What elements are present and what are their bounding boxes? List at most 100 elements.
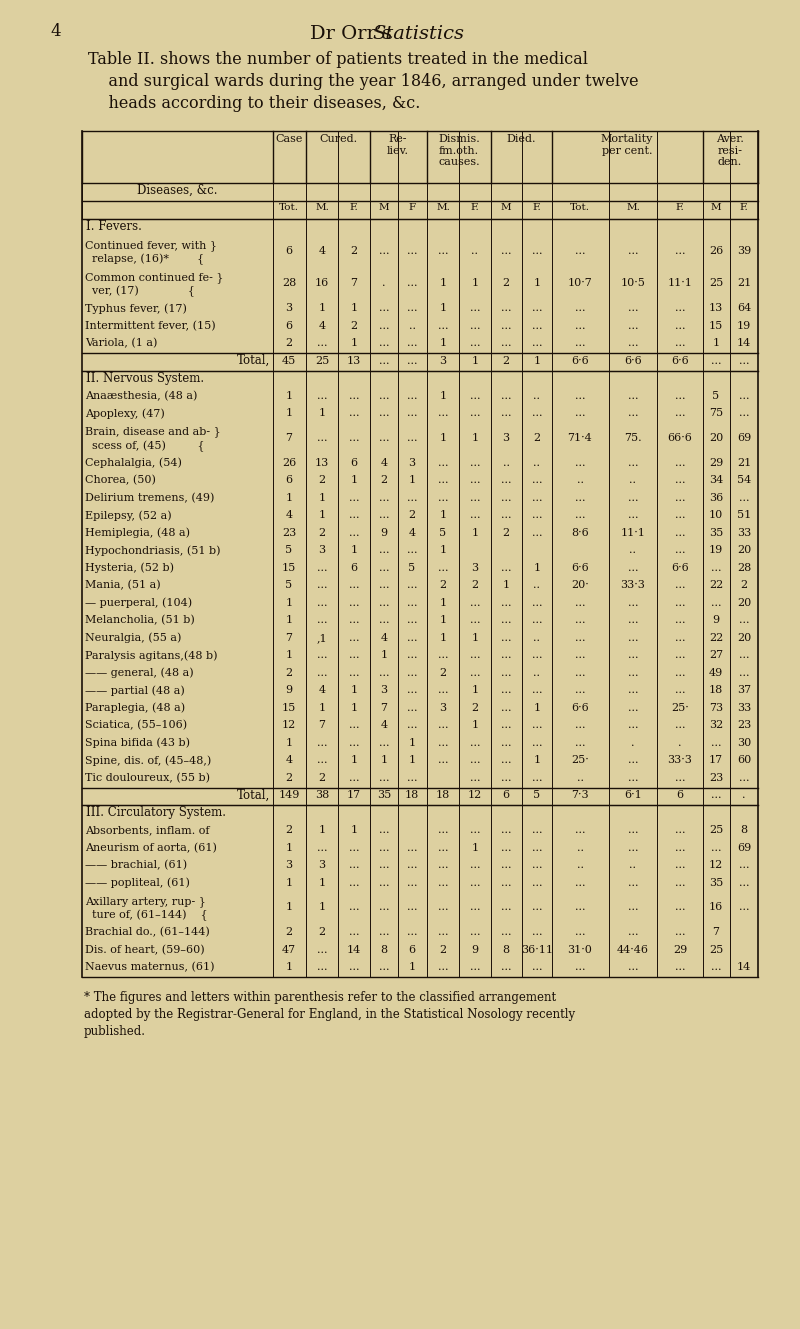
Text: 3: 3 [318,545,326,556]
Text: ...: ... [532,303,542,314]
Text: 5: 5 [713,391,719,401]
Text: 35: 35 [709,528,723,538]
Text: Dismis.
fm.oth.
causes.: Dismis. fm.oth. causes. [438,134,480,167]
Text: ...: ... [317,945,327,954]
Text: 2: 2 [318,928,326,937]
Text: ...: ... [628,720,638,730]
Text: M: M [501,203,511,213]
Text: ...: ... [438,825,448,835]
Text: 4: 4 [286,755,293,766]
Text: ...: ... [470,772,480,783]
Text: 1: 1 [534,279,541,288]
Text: 13: 13 [347,356,361,365]
Text: 37: 37 [737,686,751,695]
Text: 49: 49 [709,667,723,678]
Text: ...: ... [628,843,638,853]
Text: 6: 6 [502,791,510,800]
Text: 25: 25 [315,356,329,365]
Text: ...: ... [470,598,480,607]
Text: ...: ... [406,391,418,401]
Text: 2: 2 [502,279,510,288]
Text: ...: ... [628,703,638,712]
Text: ...: ... [349,633,359,643]
Text: ...: ... [738,772,750,783]
Text: 3: 3 [502,433,510,443]
Text: ...: ... [574,615,586,625]
Text: ...: ... [378,772,390,783]
Text: 1: 1 [534,703,541,712]
Text: ...: ... [574,877,586,888]
Text: 10·7: 10·7 [568,279,592,288]
Text: 6: 6 [350,457,358,468]
Text: 3: 3 [381,686,387,695]
Text: ...: ... [406,772,418,783]
Text: ...: ... [406,902,418,913]
Text: ...: ... [317,615,327,625]
Text: 2: 2 [350,246,358,256]
Text: ...: ... [501,320,511,331]
Text: ...: ... [470,303,480,314]
Text: 1: 1 [471,686,478,695]
Text: Continued fever, with }: Continued fever, with } [85,241,217,251]
Text: ...: ... [710,562,722,573]
Text: —— brachial, (61): —— brachial, (61) [85,860,187,870]
Text: ...: ... [349,650,359,661]
Text: ...: ... [501,962,511,973]
Text: ...: ... [532,408,542,419]
Text: ...: ... [574,902,586,913]
Text: ...: ... [349,667,359,678]
Text: 1: 1 [409,738,415,748]
Text: 20: 20 [737,545,751,556]
Text: Total,: Total, [237,355,270,367]
Text: ...: ... [628,686,638,695]
Text: 54: 54 [737,476,751,485]
Text: ...: ... [674,686,686,695]
Text: ...: ... [532,928,542,937]
Text: Delirium tremens, (49): Delirium tremens, (49) [85,493,214,502]
Text: 9: 9 [381,528,387,538]
Text: ...: ... [406,581,418,590]
Text: * The figures and letters within parenthesis refer to the classified arrangement: * The figures and letters within parenth… [84,991,556,1003]
Text: 1: 1 [318,408,326,419]
Text: ...: ... [378,902,390,913]
Text: 1: 1 [534,562,541,573]
Text: ...: ... [501,391,511,401]
Text: ...: ... [574,246,586,256]
Text: ...: ... [501,686,511,695]
Text: ...: ... [406,860,418,870]
Text: 8: 8 [741,825,747,835]
Text: ...: ... [738,877,750,888]
Text: Common continued fe- }: Common continued fe- } [85,272,223,283]
Text: ...: ... [501,246,511,256]
Text: ...: ... [532,825,542,835]
Text: adopted by the Registrar-General for England, in the Statistical Nosology recent: adopted by the Registrar-General for Eng… [84,1007,575,1021]
Text: ...: ... [317,562,327,573]
Text: ...: ... [438,476,448,485]
Text: Re-
liev.: Re- liev. [387,134,409,155]
Text: ...: ... [470,902,480,913]
Text: ...: ... [628,755,638,766]
Text: ...: ... [628,598,638,607]
Text: ...: ... [710,962,722,973]
Text: ...: ... [628,562,638,573]
Text: 3: 3 [439,356,446,365]
Text: Naevus maternus, (61): Naevus maternus, (61) [85,962,214,973]
Text: III. Circulatory System.: III. Circulatory System. [86,807,226,819]
Text: ...: ... [532,962,542,973]
Text: ...: ... [406,615,418,625]
Text: ...: ... [317,339,327,348]
Text: ture of, (61–144)    {: ture of, (61–144) { [85,910,208,921]
Text: 3: 3 [318,860,326,870]
Text: 9: 9 [713,615,719,625]
Text: 1: 1 [318,493,326,502]
Text: 30: 30 [737,738,751,748]
Text: 6·1: 6·1 [624,791,642,800]
Text: ...: ... [628,667,638,678]
Text: F.: F. [676,203,684,213]
Text: 10·5: 10·5 [621,279,646,288]
Text: — puerperal, (104): — puerperal, (104) [85,598,192,609]
Text: 1: 1 [439,545,446,556]
Text: ...: ... [349,408,359,419]
Text: ..: .. [534,667,541,678]
Text: ...: ... [406,686,418,695]
